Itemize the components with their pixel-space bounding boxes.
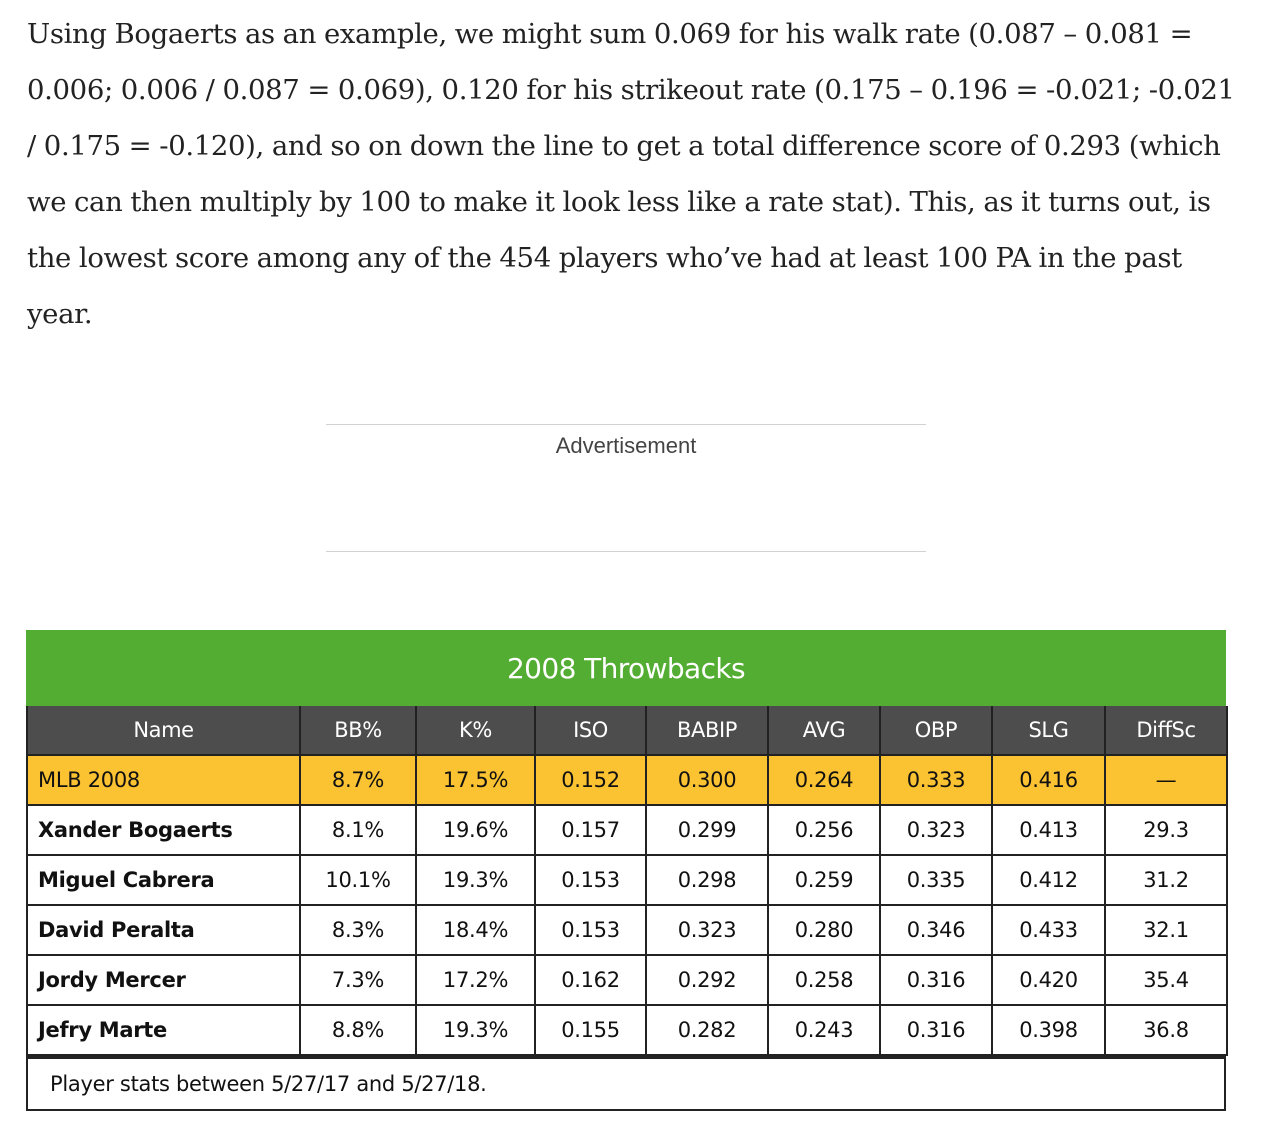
cell-diffsc: 32.1 bbox=[1105, 905, 1227, 956]
column-header-k-pct: K% bbox=[416, 706, 536, 756]
table-footnote: Player stats between 5/27/17 and 5/27/18… bbox=[26, 1056, 1226, 1111]
cell-slg: 0.412 bbox=[992, 855, 1106, 906]
cell-k-pct: 19.6% bbox=[416, 805, 536, 856]
cell-name: David Peralta bbox=[27, 905, 301, 956]
cell-avg: 0.256 bbox=[768, 805, 881, 856]
stats-table: Name BB% K% ISO BABIP AVG OBP SLG DiffSc… bbox=[26, 706, 1228, 1056]
cell-babip: 0.323 bbox=[646, 905, 769, 956]
cell-bb-pct: 8.7% bbox=[300, 755, 417, 806]
column-header-obp: OBP bbox=[880, 706, 993, 756]
column-header-avg: AVG bbox=[768, 706, 881, 756]
table-title: 2008 Throwbacks bbox=[26, 630, 1226, 706]
column-header-iso: ISO bbox=[535, 706, 647, 756]
cell-k-pct: 19.3% bbox=[416, 855, 536, 906]
table-row: David Peralta 8.3% 18.4% 0.153 0.323 0.2… bbox=[27, 905, 1227, 956]
column-header-babip: BABIP bbox=[646, 706, 769, 756]
cell-slg: 0.398 bbox=[992, 1005, 1106, 1056]
table-row: Jefry Marte 8.8% 19.3% 0.155 0.282 0.243… bbox=[27, 1005, 1227, 1056]
cell-diffsc: 31.2 bbox=[1105, 855, 1227, 906]
cell-obp: 0.316 bbox=[880, 1005, 993, 1056]
advertisement-slot: Advertisement bbox=[326, 424, 926, 552]
cell-babip: 0.298 bbox=[646, 855, 769, 906]
cell-diffsc: 35.4 bbox=[1105, 955, 1227, 1006]
cell-diffsc: — bbox=[1105, 755, 1227, 806]
cell-iso: 0.162 bbox=[535, 955, 647, 1006]
cell-slg: 0.416 bbox=[992, 755, 1106, 806]
cell-bb-pct: 8.3% bbox=[300, 905, 417, 956]
cell-iso: 0.152 bbox=[535, 755, 647, 806]
cell-obp: 0.316 bbox=[880, 955, 993, 1006]
column-header-slg: SLG bbox=[992, 706, 1106, 756]
cell-name: Jefry Marte bbox=[27, 1005, 301, 1056]
cell-obp: 0.346 bbox=[880, 905, 993, 956]
cell-bb-pct: 7.3% bbox=[300, 955, 417, 1006]
cell-avg: 0.243 bbox=[768, 1005, 881, 1056]
cell-slg: 0.420 bbox=[992, 955, 1106, 1006]
cell-iso: 0.153 bbox=[535, 905, 647, 956]
cell-avg: 0.280 bbox=[768, 905, 881, 956]
table-row-league-baseline: MLB 2008 8.7% 17.5% 0.152 0.300 0.264 0.… bbox=[27, 755, 1227, 806]
cell-babip: 0.299 bbox=[646, 805, 769, 856]
cell-iso: 0.157 bbox=[535, 805, 647, 856]
cell-obp: 0.333 bbox=[880, 755, 993, 806]
article-paragraph: Using Bogaerts as an example, we might s… bbox=[27, 18, 1235, 330]
column-header-diffsc: DiffSc bbox=[1105, 706, 1227, 756]
stats-table-container: 2008 Throwbacks Name BB% K% ISO BABIP AV… bbox=[26, 630, 1228, 1111]
cell-diffsc: 36.8 bbox=[1105, 1005, 1227, 1056]
cell-k-pct: 18.4% bbox=[416, 905, 536, 956]
cell-iso: 0.153 bbox=[535, 855, 647, 906]
table-header-row: Name BB% K% ISO BABIP AVG OBP SLG DiffSc bbox=[27, 706, 1227, 756]
cell-k-pct: 17.2% bbox=[416, 955, 536, 1006]
cell-diffsc: 29.3 bbox=[1105, 805, 1227, 856]
table-footnote-text: Player stats between 5/27/17 and 5/27/18… bbox=[50, 1072, 487, 1096]
cell-avg: 0.264 bbox=[768, 755, 881, 806]
cell-obp: 0.335 bbox=[880, 855, 993, 906]
column-header-bb-pct: BB% bbox=[300, 706, 417, 756]
cell-babip: 0.282 bbox=[646, 1005, 769, 1056]
cell-avg: 0.259 bbox=[768, 855, 881, 906]
cell-slg: 0.413 bbox=[992, 805, 1106, 856]
cell-iso: 0.155 bbox=[535, 1005, 647, 1056]
cell-k-pct: 19.3% bbox=[416, 1005, 536, 1056]
cell-bb-pct: 10.1% bbox=[300, 855, 417, 906]
cell-name: Xander Bogaerts bbox=[27, 805, 301, 856]
table-row: Miguel Cabrera 10.1% 19.3% 0.153 0.298 0… bbox=[27, 855, 1227, 906]
cell-avg: 0.258 bbox=[768, 955, 881, 1006]
cell-babip: 0.292 bbox=[646, 955, 769, 1006]
cell-bb-pct: 8.1% bbox=[300, 805, 417, 856]
table-row: Xander Bogaerts 8.1% 19.6% 0.157 0.299 0… bbox=[27, 805, 1227, 856]
cell-k-pct: 17.5% bbox=[416, 755, 536, 806]
cell-name: Jordy Mercer bbox=[27, 955, 301, 1006]
cell-name: Miguel Cabrera bbox=[27, 855, 301, 906]
cell-bb-pct: 8.8% bbox=[300, 1005, 417, 1056]
cell-babip: 0.300 bbox=[646, 755, 769, 806]
cell-name: MLB 2008 bbox=[27, 755, 301, 806]
column-header-name: Name bbox=[27, 706, 301, 756]
advertisement-label: Advertisement bbox=[555, 433, 697, 458]
cell-obp: 0.323 bbox=[880, 805, 993, 856]
cell-slg: 0.433 bbox=[992, 905, 1106, 956]
table-row: Jordy Mercer 7.3% 17.2% 0.162 0.292 0.25… bbox=[27, 955, 1227, 1006]
